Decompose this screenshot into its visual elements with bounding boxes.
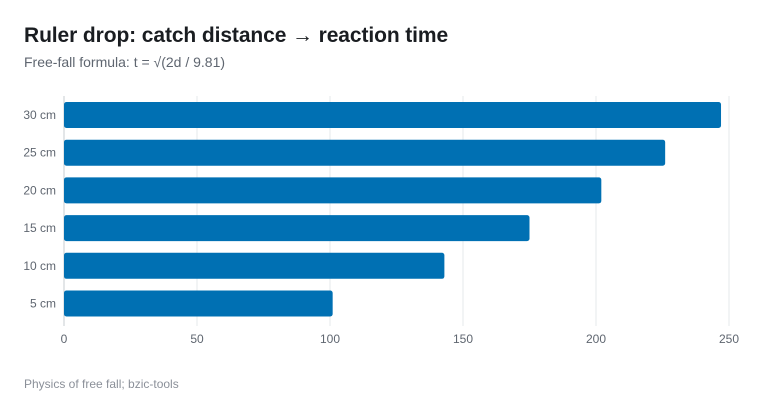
x-tick-label: 250 (719, 332, 739, 346)
bar (64, 139, 666, 166)
bar (64, 252, 445, 279)
category-label: 20 cm (23, 183, 56, 197)
bar (64, 102, 722, 128)
x-tick-label: 150 (453, 332, 473, 346)
category-label: 25 cm (23, 146, 56, 160)
source-note: Physics of free fall; bzic-tools (24, 377, 179, 391)
category-label: 10 cm (23, 259, 56, 273)
category-labels: 30 cm 25 cm 20 cm 15 cm 10 cm 5 cm (23, 108, 56, 311)
bars (64, 102, 722, 317)
x-tick-label: 0 (61, 332, 68, 346)
chart-title: Ruler drop: catch distance → reaction ti… (24, 24, 449, 47)
category-label: 5 cm (30, 297, 56, 311)
gridlines (63, 96, 730, 326)
x-tick-label: 200 (586, 332, 606, 346)
category-label: 15 cm (23, 221, 56, 235)
chart-subtitle: Free-fall formula: t = √(2d / 9.81) (24, 54, 226, 70)
category-label: 30 cm (23, 108, 56, 122)
x-tick-label: 50 (190, 332, 204, 346)
bar (64, 215, 530, 242)
x-tick-labels: 0 50 100 150 200 250 (61, 332, 740, 346)
x-tick-label: 100 (320, 332, 340, 346)
bar (64, 177, 602, 204)
bar (64, 290, 333, 317)
